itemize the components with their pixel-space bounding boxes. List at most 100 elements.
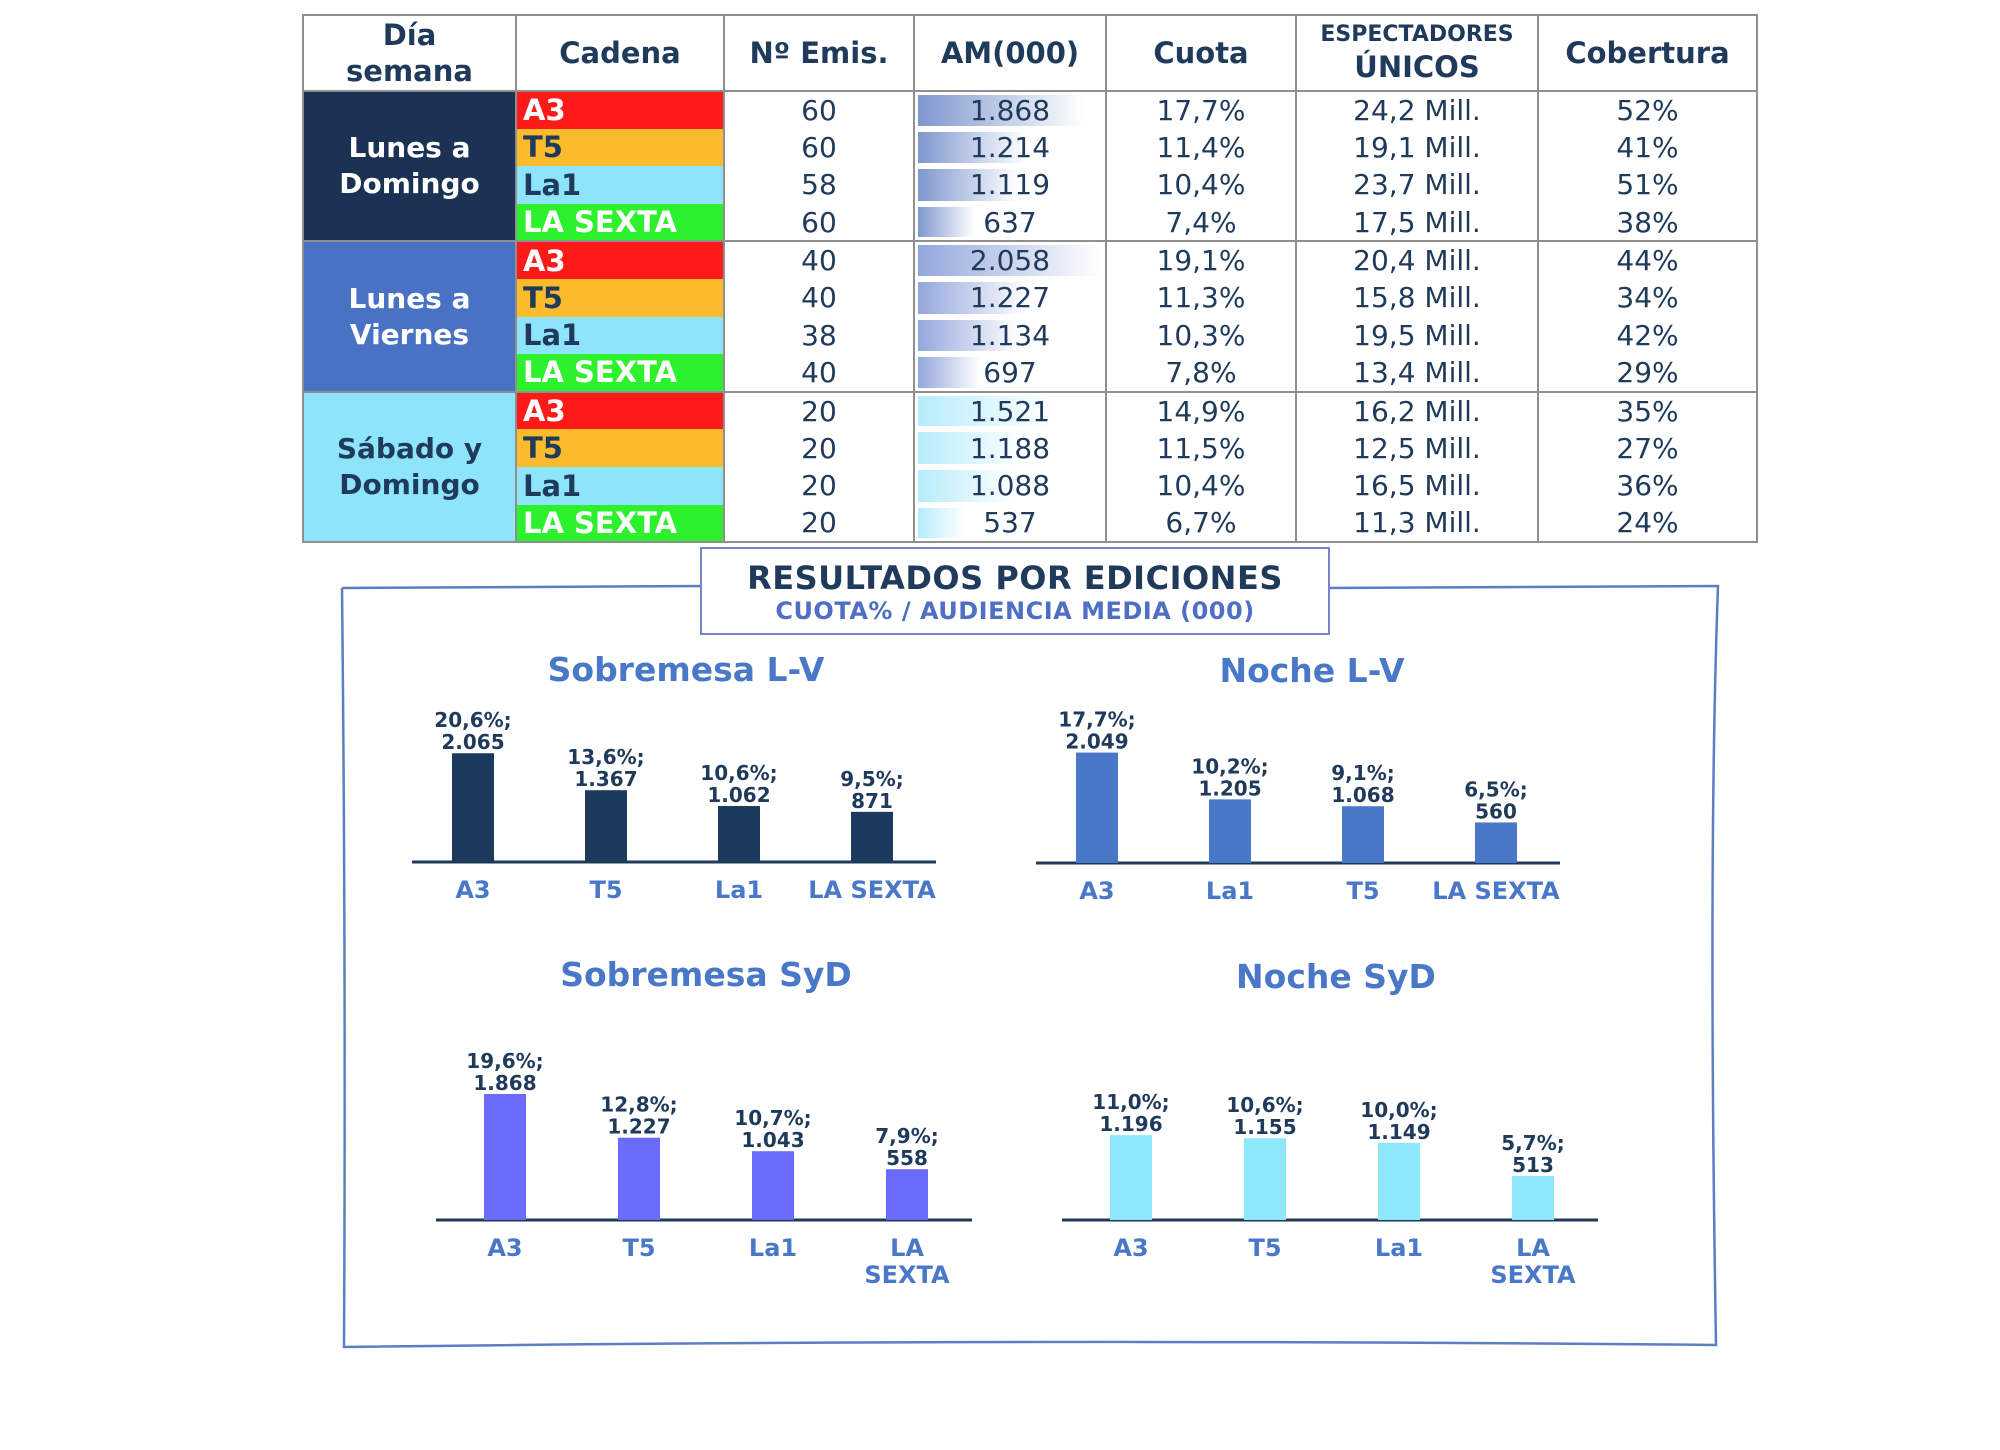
bar-3 [886,1169,928,1220]
espectadores-cell: 23,7 Mill. [1295,166,1539,204]
group-label-line: Domingo [339,467,480,501]
emisiones-cell: 20 [723,429,915,467]
chart-title-noche-lv: Noche L-V [1219,651,1405,690]
cuota-cell: 14,9% [1105,390,1297,430]
data-label: 10,6%; [700,761,777,785]
data-label: 1.227 [607,1115,670,1139]
cuota-cell: 11,3% [1105,278,1297,317]
channel-cell-a3: A3 [515,240,724,279]
emisiones-cell: 60 [723,203,915,243]
category-label: LA SEXTA [808,876,936,904]
channel-cell-la1: La1 [515,316,724,355]
cobertura-cell: 42% [1537,316,1758,355]
emisiones-cell: 20 [723,504,915,544]
bar-2 [752,1151,794,1220]
espectadores-cell: 16,2 Mill. [1295,390,1539,430]
cuota-cell: 11,4% [1105,128,1297,167]
category-label: T5 [1248,1234,1281,1262]
am-cell: 1.868 [913,90,1107,129]
cobertura-cell: 27% [1537,429,1758,467]
header-cuota: Cuota [1105,14,1297,92]
data-label: 6,5%; [1464,777,1527,801]
table-row: T5 60 1.214 11,4% 19,1 Mill. 41% [303,128,1758,167]
am-data-bar [918,469,1015,502]
data-label: 10,0%; [1360,1098,1437,1122]
cuota-cell: 7,4% [1105,203,1297,243]
section-subtitle: CUOTA% / AUDIENCIA MEDIA (000) [775,597,1255,625]
header-am: AM(000) [913,14,1107,92]
table-row: LA SEXTA 40 697 7,8% 13,4 Mill. 29% [303,354,1758,393]
channel-cell-a3: A3 [515,390,724,430]
bar-3 [1512,1176,1554,1220]
group-label-line: Lunes a [348,131,471,165]
bar-1 [585,790,627,862]
data-label: 1.205 [1198,776,1261,800]
category-label: T5 [589,876,622,904]
am-value: 697 [983,355,1037,389]
am-value: 1.868 [969,93,1051,127]
data-label: 1.043 [741,1128,804,1152]
table-row: La1 20 1.088 10,4% 16,5 Mill. 36% [303,466,1758,505]
data-label: 1.155 [1233,1115,1296,1139]
group-label-1: Lunes a Viernes [302,240,517,393]
channel-cell-la1: La1 [515,166,724,204]
data-label: 871 [851,789,893,813]
am-cell: 1.134 [913,316,1107,355]
category-label: T5 [622,1234,655,1262]
am-cell: 1.188 [913,429,1107,467]
audience-table: Día semana Cadena Nº Emis. AM(000) Cuota… [302,14,1758,544]
cobertura-cell: 44% [1537,240,1758,279]
am-data-bar [918,319,1019,352]
bar-3 [1475,822,1517,863]
cuota-cell: 19,1% [1105,240,1297,279]
am-data-bar [918,357,980,388]
bar-2 [1378,1142,1420,1220]
emisiones-cell: 60 [723,90,915,129]
emisiones-cell: 40 [723,278,915,317]
table-row: Lunes a Domingo A3 60 1.868 17,7% 24,2 Mill. 52… [302,89,1758,243]
chart-title-noche-syd: Noche SyD [1236,957,1436,996]
table-row: T5 20 1.188 11,5% 12,5 Mill. 27% [303,429,1758,467]
espectadores-cell: 19,1 Mill. [1295,128,1539,167]
frame-border [340,584,1720,1349]
header-dia-line2: semana [346,54,473,88]
emisiones-cell: 58 [723,166,915,204]
cuota-cell: 6,7% [1105,504,1297,544]
am-data-bar [918,281,1027,314]
data-label: 560 [1475,799,1517,823]
emisiones-cell: 40 [723,240,915,279]
emisiones-cell: 20 [723,466,915,505]
am-value: 1.521 [969,394,1051,428]
table-row: La1 58 1.119 10,4% 23,7 Mill. 51% [303,166,1758,204]
bar-0 [452,753,494,862]
am-cell: 1.214 [913,128,1107,167]
category-label: T5 [1346,877,1379,905]
cobertura-cell: 41% [1537,128,1758,167]
category-label: LA SEXTA [1432,877,1560,905]
data-label: 558 [886,1146,928,1170]
am-cell: 537 [913,504,1107,544]
cuota-cell: 10,4% [1105,166,1297,204]
category-label: La1 [1206,877,1254,905]
chart-sobremesa-syd: 19,6%;1.868 A3 12,8%;1.227 T5 10,7%;1.043 La1… [436,1049,972,1289]
espectadores-cell: 19,5 Mill. [1295,316,1539,355]
am-data-bar [918,395,1053,427]
am-cell: 1.521 [913,390,1107,430]
am-data-bar [918,206,975,238]
cuota-cell: 10,3% [1105,316,1297,355]
group-label-2: Sábado y Domingo [302,390,517,544]
am-value: 637 [983,205,1037,239]
header-espectadores-line2: ÚNICOS [1354,50,1480,84]
category-label: La1 [1375,1234,1423,1262]
table-row: LA SEXTA 20 537 6,7% 11,3 Mill. 24% [303,504,1758,544]
bar-1 [618,1137,660,1220]
category-label: A3 [455,876,490,904]
data-label: 1.367 [574,767,637,791]
data-label: 17,7%; [1058,708,1135,732]
data-label: 19,6%; [466,1049,543,1073]
espectadores-cell: 13,4 Mill. [1295,354,1539,393]
category-label: La1 [715,876,763,904]
data-label: 1.149 [1367,1120,1430,1144]
table-row: La1 38 1.134 10,3% 19,5 Mill. 42% [303,316,1758,355]
